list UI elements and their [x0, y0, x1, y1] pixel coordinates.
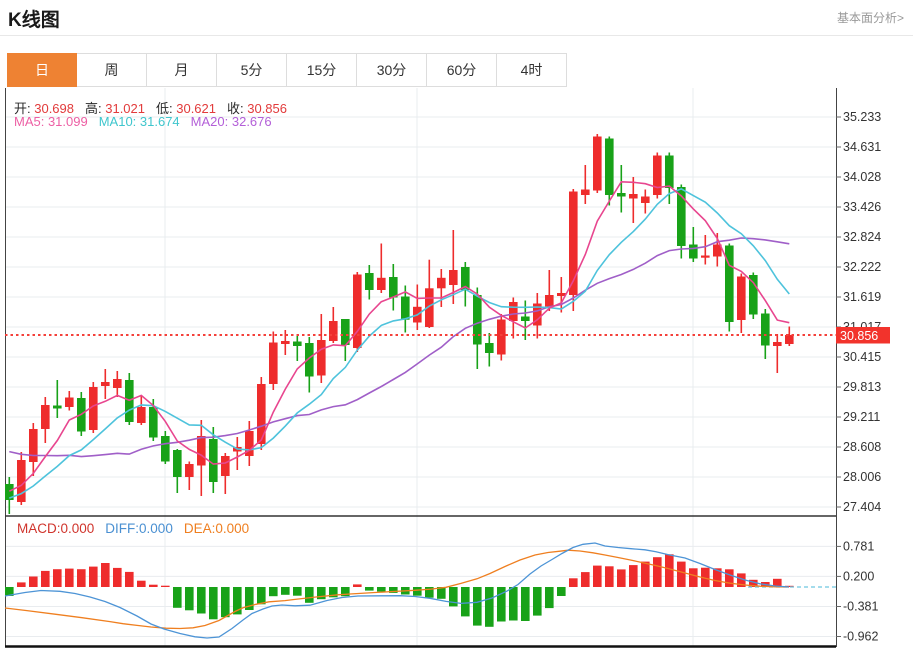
svg-text:30.856: 30.856: [840, 329, 878, 343]
svg-text:31.619: 31.619: [843, 290, 881, 304]
svg-text:28.006: 28.006: [843, 470, 881, 484]
svg-text:27.404: 27.404: [843, 500, 881, 514]
svg-text:29.813: 29.813: [843, 380, 881, 394]
svg-text:0.781: 0.781: [843, 539, 874, 553]
svg-text:-0.962: -0.962: [843, 630, 878, 644]
svg-text:32.824: 32.824: [843, 230, 881, 244]
svg-text:33.426: 33.426: [843, 200, 881, 214]
svg-text:29.211: 29.211: [843, 410, 880, 424]
svg-text:0.200: 0.200: [843, 569, 874, 583]
svg-text:35.233: 35.233: [843, 110, 881, 124]
svg-text:-0.381: -0.381: [843, 600, 878, 614]
svg-text:28.608: 28.608: [843, 440, 881, 454]
svg-text:32.222: 32.222: [843, 260, 881, 274]
svg-text:30.415: 30.415: [843, 350, 881, 364]
svg-text:34.631: 34.631: [843, 140, 881, 154]
svg-text:34.028: 34.028: [843, 170, 881, 184]
